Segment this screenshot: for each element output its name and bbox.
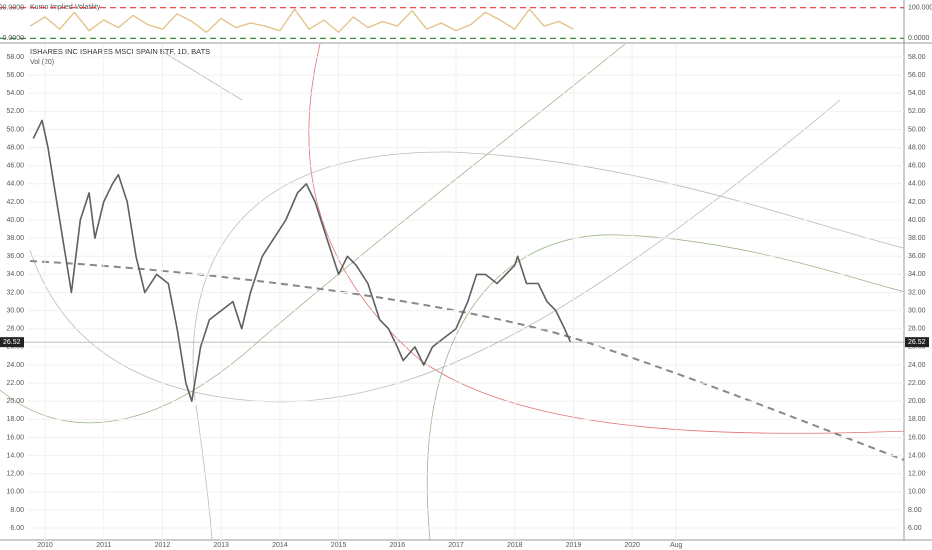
y-tick-label: 48.00 bbox=[908, 144, 926, 151]
y-tick-label: 42.00 bbox=[908, 199, 926, 206]
y-tick-label: 8.00 bbox=[908, 507, 922, 514]
y-tick-label: 34.00 bbox=[908, 271, 926, 278]
y-tick-label-left: 14.00 bbox=[6, 452, 24, 459]
x-tick-label: 2019 bbox=[566, 542, 582, 549]
series-line bbox=[29, 8, 574, 33]
chart-subtitle: Vol (20) bbox=[30, 59, 54, 66]
last-value-box bbox=[905, 337, 929, 348]
green-arc-2 bbox=[426, 234, 904, 540]
last-value-label-left: 26.52 bbox=[3, 339, 21, 346]
y-tick-label-left: 38.00 bbox=[6, 235, 24, 242]
y-tick-label-left: 46.00 bbox=[6, 163, 24, 170]
x-tick-label: 2010 bbox=[37, 542, 53, 549]
x-tick-label: 2016 bbox=[390, 542, 406, 549]
x-tick-label: 2018 bbox=[507, 542, 523, 549]
y-tick-label: 32.00 bbox=[908, 289, 926, 296]
y-tick-label: 0.0000 bbox=[908, 35, 930, 42]
grey-arc bbox=[29, 99, 841, 403]
x-tick-label: 2017 bbox=[448, 542, 464, 549]
x-tick-label: Aug bbox=[670, 542, 683, 549]
y-tick-label-left: 30.00 bbox=[6, 307, 24, 314]
y-tick-label-left: 28.00 bbox=[6, 326, 24, 333]
y-tick-label-left: 26.00 bbox=[6, 344, 24, 351]
y-tick-label: 22.00 bbox=[908, 380, 926, 387]
y-tick-label: 20.00 bbox=[908, 398, 926, 405]
dashed-trend bbox=[29, 260, 904, 461]
y-tick-label-left: 42.00 bbox=[6, 199, 24, 206]
y-tick-label: 44.00 bbox=[908, 181, 926, 188]
y-tick-label: 58.00 bbox=[908, 54, 926, 61]
x-tick-label: 2013 bbox=[213, 542, 229, 549]
y-tick-label-left: 32.00 bbox=[6, 289, 24, 296]
y-tick-label-left: 44.00 bbox=[6, 181, 24, 188]
y-tick-label-left: 0.0000 bbox=[3, 35, 25, 42]
y-tick-label-left: 52.00 bbox=[6, 108, 24, 115]
y-tick-label: 18.00 bbox=[908, 416, 926, 423]
y-tick-label-left: 48.00 bbox=[6, 144, 24, 151]
x-tick-label: 2014 bbox=[272, 542, 288, 549]
x-tick-label: 2020 bbox=[624, 542, 640, 549]
y-tick-label: 36.00 bbox=[908, 253, 926, 260]
y-tick-label-left: 50.00 bbox=[6, 126, 24, 133]
y-tick-label: 10.00 bbox=[908, 489, 926, 496]
y-tick-label: 12.00 bbox=[908, 471, 926, 478]
last-value-label: 26.52 bbox=[908, 339, 926, 346]
y-tick-label-left: 12.00 bbox=[6, 471, 24, 478]
y-tick-label: 56.00 bbox=[908, 72, 926, 79]
y-tick-label: 54.00 bbox=[908, 90, 926, 97]
y-tick-label: 16.00 bbox=[908, 434, 926, 441]
y-tick-label-left: 24.00 bbox=[6, 362, 24, 369]
y-tick-label: 50.00 bbox=[908, 126, 926, 133]
y-tick-label-left: 56.00 bbox=[6, 72, 24, 79]
y-tick-label: 14.00 bbox=[908, 452, 926, 459]
y-tick-label-left: 8.00 bbox=[10, 507, 24, 514]
y-tick-label-left: 36.00 bbox=[6, 253, 24, 260]
x-tick-label: 2015 bbox=[331, 542, 347, 549]
chart-title: ISHARES INC ISHARES MSCI SPAIN ETF, 1D, … bbox=[30, 47, 210, 56]
y-tick-label-left: 100.0000 bbox=[0, 5, 24, 12]
grey-arc-2 bbox=[192, 151, 904, 401]
y-tick-label-left: 10.00 bbox=[6, 489, 24, 496]
series-line bbox=[32, 119, 572, 402]
y-tick-label-left: 34.00 bbox=[6, 271, 24, 278]
y-tick-label-left: 20.00 bbox=[6, 398, 24, 405]
x-tick-label: 2011 bbox=[96, 542, 111, 549]
y-tick-label: 26.00 bbox=[908, 344, 926, 351]
y-tick-label: 30.00 bbox=[908, 307, 926, 314]
y-tick-label-left: 54.00 bbox=[6, 90, 24, 97]
y-tick-label-left: 58.00 bbox=[6, 54, 24, 61]
red-arc bbox=[308, 44, 904, 434]
y-tick-label-left: 6.00 bbox=[10, 525, 24, 532]
y-tick-label: 6.00 bbox=[908, 525, 922, 532]
x-tick-label: 2012 bbox=[155, 542, 171, 549]
y-tick-label: 100.0000 bbox=[908, 5, 932, 12]
y-tick-label-left: 22.00 bbox=[6, 380, 24, 387]
y-tick-label: 40.00 bbox=[908, 217, 926, 224]
y-tick-label: 28.00 bbox=[908, 326, 926, 333]
y-tick-label-left: 16.00 bbox=[6, 434, 24, 441]
y-tick-label: 46.00 bbox=[908, 163, 926, 170]
y-tick-label-left: 40.00 bbox=[6, 217, 24, 224]
y-tick-label-left: 18.00 bbox=[6, 416, 24, 423]
last-value-box-left bbox=[0, 337, 24, 348]
grey-arc-3 bbox=[195, 404, 213, 540]
green-arc bbox=[0, 44, 626, 424]
y-tick-label: 24.00 bbox=[908, 362, 926, 369]
y-tick-label: 38.00 bbox=[908, 235, 926, 242]
y-tick-label: 52.00 bbox=[908, 108, 926, 115]
